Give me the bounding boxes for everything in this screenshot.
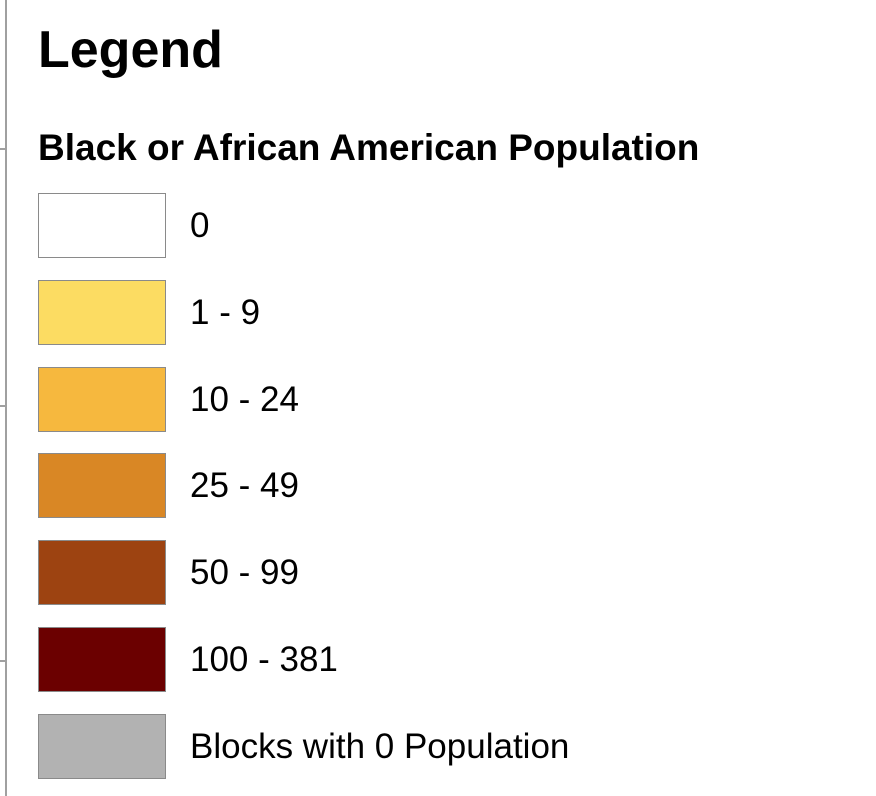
color-swatch <box>38 540 166 606</box>
item-label: 1 - 9 <box>190 292 261 332</box>
item-label: 50 - 99 <box>190 553 299 593</box>
panel-border <box>5 0 7 796</box>
legend-item: 100 - 381 <box>38 627 868 692</box>
item-label: 0 <box>190 206 210 245</box>
item-label: 100 - 381 <box>190 640 338 679</box>
border-tick <box>0 660 6 662</box>
legend-item: 10 - 24 <box>38 366 868 432</box>
item-label: 25 - 49 <box>190 466 299 506</box>
color-swatch <box>38 627 166 692</box>
legend-item: 0 <box>38 193 868 258</box>
legend-item: 50 - 99 <box>38 540 868 606</box>
legend-item: Blocks with 0 Population <box>38 713 868 779</box>
legend-item: 25 - 49 <box>38 453 868 519</box>
color-swatch <box>38 279 166 345</box>
border-tick <box>0 148 6 150</box>
color-swatch <box>38 193 166 258</box>
legend-title: Legend <box>38 21 223 79</box>
item-label: Blocks with 0 Population <box>190 726 570 766</box>
item-label: 10 - 24 <box>190 379 299 419</box>
color-swatch <box>38 453 166 519</box>
layer-title: Black or African American Population <box>38 127 700 168</box>
color-swatch <box>38 366 166 432</box>
color-swatch <box>38 713 166 779</box>
legend-item: 1 - 9 <box>38 279 868 345</box>
border-tick <box>0 405 6 407</box>
